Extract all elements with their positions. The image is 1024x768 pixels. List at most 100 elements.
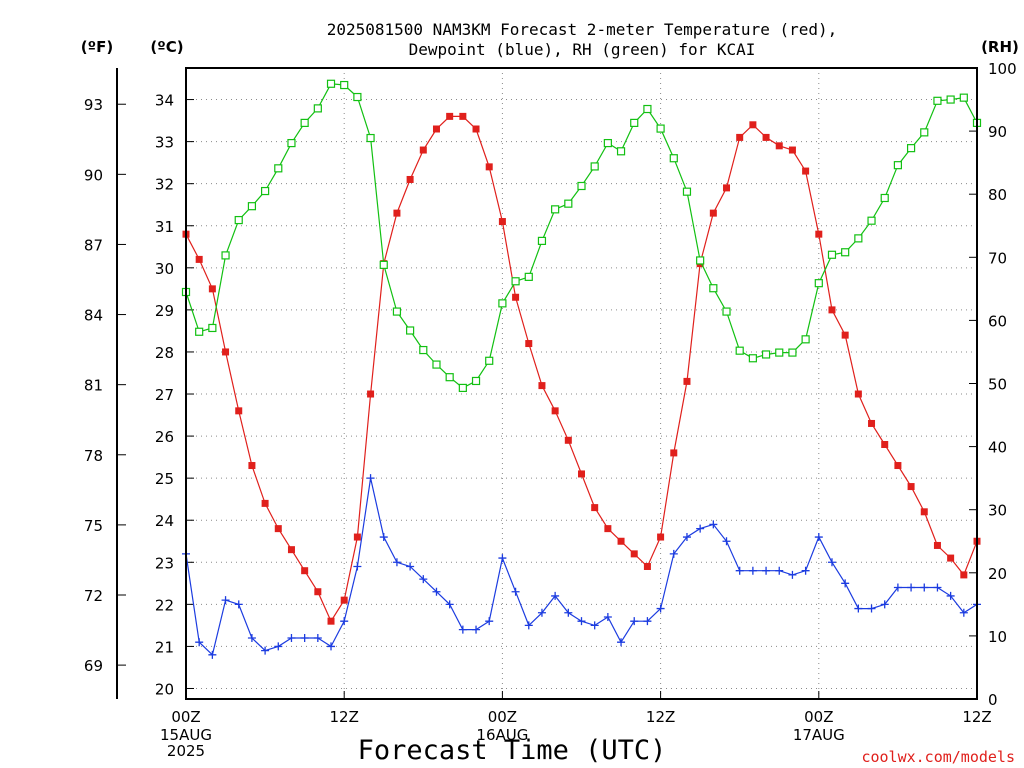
celsius-tick-label: 29 — [155, 302, 174, 320]
temperature-point — [551, 407, 559, 415]
temperature-point — [933, 541, 941, 549]
dewpoint-point — [590, 621, 599, 630]
celsius-tick-label: 30 — [155, 260, 174, 278]
dewpoint-point — [669, 549, 678, 558]
temperature-point — [828, 306, 836, 314]
dewpoint-point — [854, 604, 863, 613]
x-tick-label: 12Z — [330, 708, 359, 726]
temperature-point — [208, 285, 216, 293]
rh-point — [195, 327, 204, 336]
temperature-point — [406, 175, 414, 183]
rh-point — [432, 360, 441, 369]
rh-tick-label: 70 — [988, 249, 1007, 267]
rh-point — [906, 144, 916, 153]
rh-point — [946, 95, 955, 104]
dewpoint-point — [814, 533, 823, 542]
dewpoint-point — [379, 533, 388, 542]
dewpoint-point — [458, 625, 467, 634]
rh-point — [366, 133, 375, 143]
temperature-point — [353, 533, 361, 541]
temperature-point — [485, 163, 493, 171]
temperature-point — [643, 562, 651, 570]
dewpoint-point — [696, 524, 705, 533]
fahrenheit-tick-label: 72 — [84, 587, 103, 605]
celsius-tick-label: 27 — [155, 386, 174, 404]
temperature-point — [287, 546, 295, 554]
temperature-point — [393, 209, 401, 217]
dewpoint-series — [182, 474, 981, 659]
temperature-point — [512, 293, 520, 301]
rh-point — [564, 199, 573, 208]
x-tick-label: 00Z — [171, 708, 200, 726]
temperature-line — [185, 115, 978, 623]
temperature-point — [815, 230, 823, 238]
temperature-point — [419, 146, 427, 154]
rh-point — [300, 118, 309, 127]
celsius-tick-label: 24 — [155, 512, 174, 530]
rh-tick-label: 30 — [988, 502, 1007, 520]
rh-tick-label: 20 — [988, 565, 1007, 583]
rh-point — [933, 96, 942, 105]
temperature-point — [591, 504, 599, 512]
temperature-point — [617, 537, 625, 545]
temperature-point — [261, 499, 269, 507]
rh-point — [630, 118, 639, 127]
dewpoint-point — [524, 621, 533, 630]
rh-tick-label: 40 — [988, 439, 1007, 457]
fahrenheit-tick-label: 78 — [84, 447, 103, 465]
dewpoint-point — [234, 600, 243, 609]
rh-point — [274, 164, 283, 173]
dewpoint-point — [577, 617, 586, 626]
rh-point — [537, 236, 547, 245]
rh-point — [419, 345, 428, 355]
temperature-point — [235, 407, 243, 415]
celsius-tick-label: 21 — [155, 638, 174, 656]
dewpoint-point — [511, 587, 520, 596]
x-tick-label: 12Z — [646, 708, 675, 726]
rh-point — [603, 138, 612, 148]
temperature-point — [367, 390, 375, 398]
rh-point — [379, 260, 388, 269]
dewpoint-point — [893, 583, 902, 592]
rh-point — [471, 376, 481, 386]
celsius-tick-label: 32 — [155, 176, 174, 194]
celsius-axis: 20 21 22 23 24 25 26 27 28 29 30 31 32 33 34 — [155, 92, 194, 698]
rh-point — [841, 248, 850, 257]
dewpoint-point — [537, 608, 546, 617]
temperature-point — [604, 525, 612, 533]
rh-point — [682, 187, 692, 196]
rh-point — [761, 350, 771, 359]
temperature-point — [432, 125, 440, 133]
fahrenheit-tick-label: 93 — [84, 96, 103, 114]
temperature-point — [775, 142, 783, 150]
rh-point — [247, 202, 257, 211]
x-tick-date-label: 16AUG — [476, 726, 528, 744]
temperature-point — [301, 567, 309, 575]
temperature-point — [274, 525, 282, 533]
chart-title-line1: 2025081500 NAM3KM Forecast 2-meter Tempe… — [327, 20, 838, 39]
rh-point — [353, 92, 362, 102]
rh-point — [709, 284, 718, 293]
temperature-point — [340, 596, 348, 604]
rh-point — [445, 373, 454, 382]
rh-point — [234, 215, 243, 225]
dewpoint-point — [274, 642, 283, 651]
x-tick-label: 12Z — [962, 708, 991, 726]
rh-point — [959, 93, 968, 102]
fahrenheit-unit-label: (ºF) — [81, 38, 113, 56]
temperature-point — [670, 449, 678, 457]
fahrenheit-tick-label: 69 — [84, 657, 103, 675]
dewpoint-point — [617, 638, 626, 647]
temperature-series — [182, 112, 981, 625]
gridlines — [185, 68, 978, 699]
rh-point — [392, 307, 402, 316]
dewpoint-point — [392, 558, 401, 567]
dewpoint-point — [221, 596, 230, 605]
celsius-tick-label: 31 — [155, 218, 174, 236]
rh-point — [524, 272, 533, 281]
celsius-tick-label: 23 — [155, 554, 174, 572]
dewpoint-point — [327, 642, 336, 651]
temperature-point — [564, 436, 572, 444]
rh-point — [590, 162, 599, 171]
